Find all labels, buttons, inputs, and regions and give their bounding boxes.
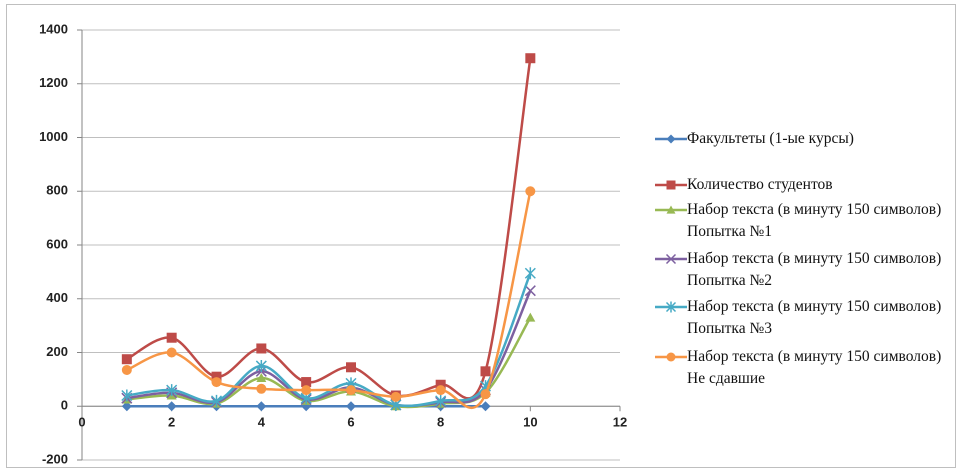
y-tick-label: -200	[42, 451, 68, 466]
x-tick-label: 10	[523, 415, 537, 430]
marker	[121, 364, 132, 375]
marker	[166, 347, 177, 358]
marker	[666, 205, 676, 214]
marker	[435, 394, 447, 407]
y-tick-label: 400	[46, 290, 68, 305]
marker	[166, 332, 177, 343]
y-tick-label: 0	[61, 398, 68, 413]
marker	[666, 180, 676, 190]
legend-icon	[655, 301, 687, 313]
marker	[390, 391, 401, 402]
marker	[121, 354, 132, 365]
marker	[256, 373, 267, 383]
marker	[480, 389, 491, 400]
marker	[255, 359, 267, 372]
marker	[525, 53, 536, 64]
legend-label: Набор текста (в минуту 150 символов) Не …	[687, 348, 942, 387]
legend-entry: Набор текста (в минуту 150 символов) Поп…	[655, 199, 949, 243]
series-line	[126, 272, 532, 408]
legend-icon	[655, 253, 687, 265]
marker	[211, 377, 222, 388]
marker	[435, 385, 446, 396]
x-tick-label: 6	[347, 415, 354, 430]
marker	[256, 401, 267, 412]
marker	[121, 401, 132, 412]
y-tick-label: 200	[46, 344, 68, 359]
marker	[665, 301, 677, 313]
legend-entry: Набор текста (в минуту 150 символов) Не …	[655, 346, 949, 390]
y-tick-label: 1400	[39, 21, 68, 36]
marker	[524, 285, 536, 297]
series-line	[126, 58, 532, 400]
legend-label: Набор текста (в минуту 150 символов) Поп…	[687, 250, 942, 289]
marker	[346, 362, 356, 373]
legend: Факультеты (1-ые курсы) Количество студен…	[655, 0, 955, 474]
marker	[480, 401, 491, 412]
legend-entry: Количество студентов	[655, 174, 949, 196]
legend-label: Набор текста (в минуту 150 символов) Поп…	[687, 201, 942, 240]
y-tick-label: 1000	[39, 129, 68, 144]
marker	[301, 385, 312, 396]
y-tick-label: 1200	[39, 75, 68, 90]
marker	[666, 352, 676, 362]
x-tick-label: 0	[78, 415, 85, 430]
marker	[480, 366, 491, 377]
marker	[301, 377, 312, 388]
legend-icon	[655, 134, 687, 144]
legend-entry: Набор текста (в минуту 150 символов) Поп…	[655, 248, 949, 292]
y-tick-label: 600	[46, 236, 68, 251]
marker	[166, 384, 178, 397]
legend-icon	[655, 180, 687, 190]
y-tick-label: 800	[46, 183, 68, 198]
x-tick-label: 2	[168, 415, 175, 430]
x-tick-label: 8	[437, 415, 444, 430]
chart-frame	[6, 4, 956, 468]
marker	[256, 343, 267, 354]
marker	[524, 267, 536, 280]
marker	[121, 389, 133, 402]
marker	[211, 371, 222, 382]
legend-icon	[655, 205, 687, 214]
marker	[256, 383, 267, 394]
legend-icon	[655, 352, 687, 362]
marker	[665, 253, 677, 265]
marker	[210, 394, 223, 407]
legend-entry: Факультеты (1-ые курсы)	[655, 128, 949, 150]
legend-entry: Набор текста (в минуту 150 символов) Поп…	[655, 296, 949, 340]
marker	[525, 312, 536, 322]
marker	[166, 401, 177, 412]
legend-label: Набор текста (в минуту 150 символов) Поп…	[687, 298, 942, 337]
marker	[525, 186, 536, 197]
marker	[666, 134, 676, 144]
x-tick-label: 4	[258, 415, 266, 430]
legend-label: Факультеты (1-ые курсы)	[687, 130, 854, 147]
marker	[435, 379, 446, 390]
marker	[346, 401, 356, 412]
legend-label: Количество студентов	[687, 176, 833, 193]
x-tick-label: 12	[613, 415, 627, 430]
marker	[346, 385, 356, 396]
